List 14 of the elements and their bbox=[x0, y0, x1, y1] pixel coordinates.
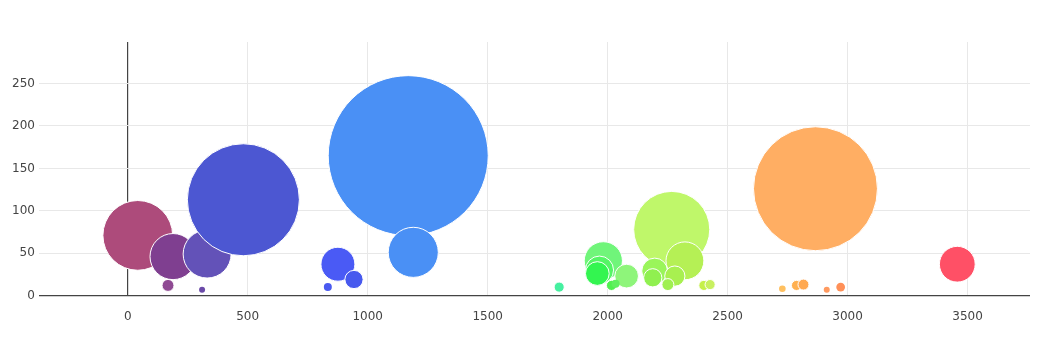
x-tick-label: 1000 bbox=[352, 308, 383, 323]
y-tick-label: 200 bbox=[12, 118, 35, 133]
y-tick-label: 50 bbox=[19, 245, 35, 260]
x-tick-label: 0 bbox=[123, 308, 132, 323]
y-tick-label: 0 bbox=[27, 287, 35, 302]
x-tick-label: 3000 bbox=[832, 308, 863, 323]
y-tick-label: 100 bbox=[12, 202, 35, 217]
y-tick-label: 250 bbox=[12, 75, 35, 90]
x-tick-label: 1500 bbox=[472, 308, 503, 323]
y-tick-label: 150 bbox=[12, 160, 35, 175]
x-tick-label: 3500 bbox=[952, 308, 983, 323]
x-tick-label: 2000 bbox=[592, 308, 623, 323]
x-tick-label: 500 bbox=[236, 308, 260, 323]
x-tick-label: 2500 bbox=[712, 308, 743, 323]
